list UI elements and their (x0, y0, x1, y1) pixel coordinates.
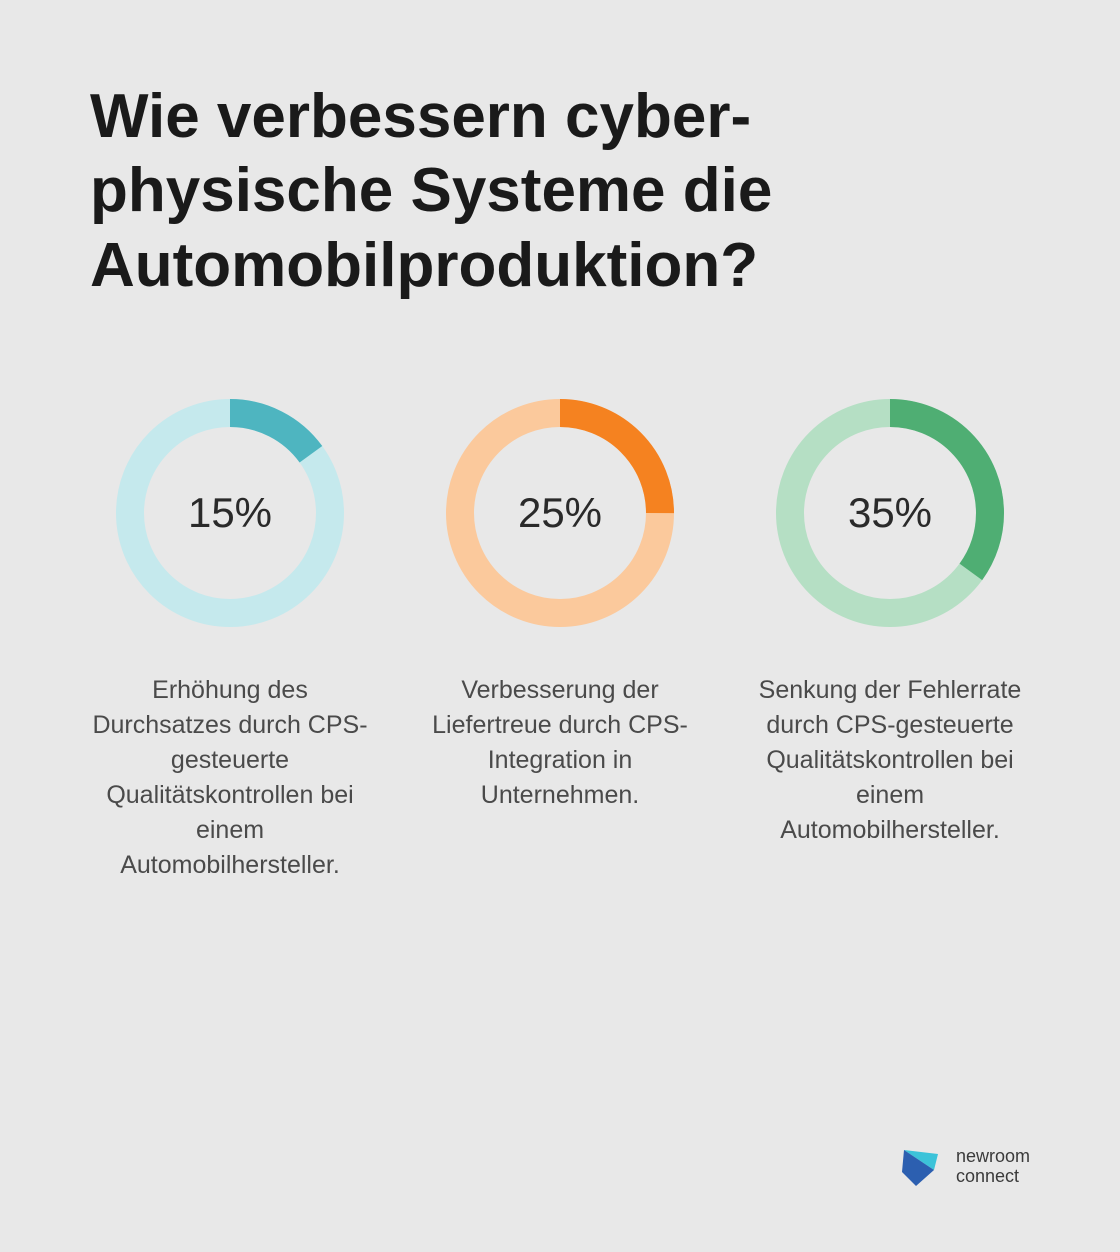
footer: newroom connect (90, 1112, 1030, 1192)
donut-chart-0: 15% (110, 393, 350, 633)
logo: newroom connect (896, 1142, 1030, 1192)
donut-percent-label-2: 35% (848, 489, 932, 537)
chart-description-2: Senkung der Fehlerrate durch CPS-gesteue… (750, 673, 1030, 848)
chart-item-0: 15% Erhöhung des Durchsatzes durch CPS-g… (90, 393, 370, 1112)
chart-item-1: 25% Verbesserung der Liefertreue durch C… (420, 393, 700, 1112)
donut-percent-label-1: 25% (518, 489, 602, 537)
chart-description-0: Erhöhung des Durchsatzes durch CPS-geste… (90, 673, 370, 883)
donut-chart-2: 35% (770, 393, 1010, 633)
logo-text-line2: connect (956, 1167, 1030, 1187)
logo-text: newroom connect (956, 1147, 1030, 1187)
charts-row: 15% Erhöhung des Durchsatzes durch CPS-g… (90, 393, 1030, 1112)
donut-chart-1: 25% (440, 393, 680, 633)
chart-description-1: Verbesserung der Liefertreue durch CPS-I… (420, 673, 700, 813)
page-title: Wie verbessern cyber-physische Systeme d… (90, 80, 1030, 303)
logo-text-line1: newroom (956, 1147, 1030, 1167)
chart-item-2: 35% Senkung der Fehlerrate durch CPS-ges… (750, 393, 1030, 1112)
donut-percent-label-0: 15% (188, 489, 272, 537)
logo-icon (896, 1142, 946, 1192)
